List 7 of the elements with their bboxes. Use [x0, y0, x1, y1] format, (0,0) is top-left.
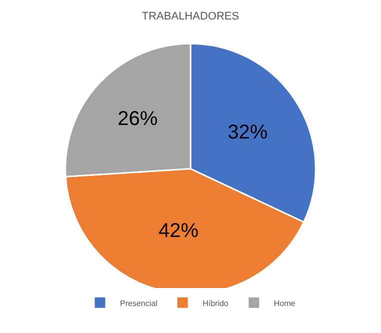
legend-label: Home	[274, 298, 296, 308]
data-label: 26%	[118, 108, 158, 130]
data-label: 32%	[228, 121, 268, 144]
legend-label: Híbrido	[202, 298, 229, 308]
data-label: 42%	[158, 220, 199, 242]
legend-label: Presencial	[120, 298, 158, 308]
chart-title: TRABALHADORES	[142, 10, 240, 22]
